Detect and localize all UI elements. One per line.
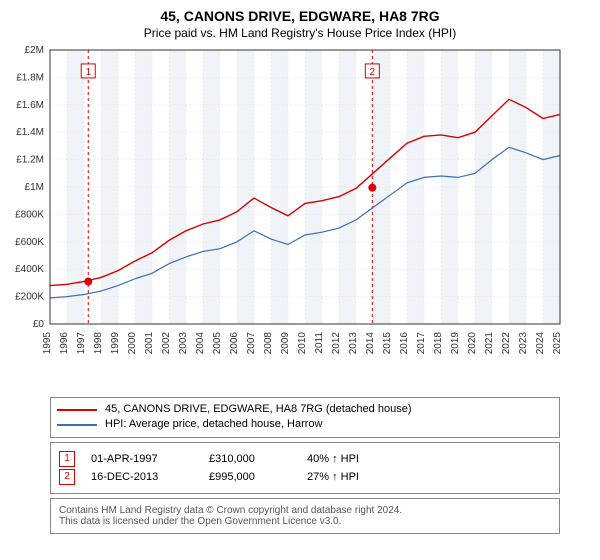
svg-text:2017: 2017 bbox=[416, 332, 427, 355]
sale-marker-box: 2 bbox=[59, 469, 75, 485]
svg-text:2008: 2008 bbox=[263, 332, 274, 355]
chart-container: £0 £200K £400K £600K £800K £1M £1.2M £1.4M £1.6M… bbox=[8, 46, 592, 391]
legend-row: HPI: Average price, detached house, Harr… bbox=[57, 417, 553, 432]
legend-swatch bbox=[57, 409, 97, 411]
svg-text:2009: 2009 bbox=[280, 332, 291, 355]
svg-text:2007: 2007 bbox=[246, 332, 257, 355]
sale-price: £310,000 bbox=[209, 453, 299, 465]
svg-text:1995: 1995 bbox=[42, 332, 53, 355]
svg-text:£0: £0 bbox=[33, 319, 45, 330]
svg-text:2014: 2014 bbox=[365, 332, 376, 355]
svg-text:2000: 2000 bbox=[127, 332, 138, 355]
svg-text:2012: 2012 bbox=[331, 332, 342, 355]
svg-text:2021: 2021 bbox=[484, 332, 495, 355]
svg-text:1996: 1996 bbox=[59, 332, 70, 355]
svg-text:£200K: £200K bbox=[15, 292, 44, 303]
svg-text:2022: 2022 bbox=[501, 332, 512, 355]
svg-text:2020: 2020 bbox=[467, 332, 478, 355]
svg-text:£1.8M: £1.8M bbox=[16, 72, 44, 83]
svg-text:£400K: £400K bbox=[15, 264, 44, 275]
sale-date: 16-DEC-2013 bbox=[91, 471, 201, 483]
sale-price: £995,000 bbox=[209, 471, 299, 483]
svg-text:2019: 2019 bbox=[450, 332, 461, 355]
svg-text:2015: 2015 bbox=[382, 332, 393, 355]
svg-text:1: 1 bbox=[85, 67, 91, 78]
sales-row: 2 16-DEC-2013 £995,000 27% ↑ HPI bbox=[59, 469, 551, 485]
svg-text:2024: 2024 bbox=[535, 332, 546, 355]
svg-text:1997: 1997 bbox=[76, 332, 87, 355]
svg-text:2: 2 bbox=[370, 67, 376, 78]
svg-text:2011: 2011 bbox=[314, 332, 325, 354]
svg-text:2016: 2016 bbox=[399, 332, 410, 355]
price-chart: £0 £200K £400K £600K £800K £1M £1.2M £1.4M £1.6M… bbox=[8, 46, 592, 386]
svg-text:2023: 2023 bbox=[518, 332, 529, 355]
svg-text:2001: 2001 bbox=[144, 332, 155, 355]
svg-text:£1.4M: £1.4M bbox=[16, 127, 44, 138]
svg-text:£1M: £1M bbox=[25, 182, 44, 193]
sale-marker-box: 1 bbox=[59, 451, 75, 467]
svg-text:2005: 2005 bbox=[212, 332, 223, 355]
svg-text:1999: 1999 bbox=[110, 332, 121, 355]
legend-label: HPI: Average price, detached house, Harr… bbox=[105, 417, 322, 432]
attribution-footer: Contains HM Land Registry data © Crown c… bbox=[50, 498, 560, 534]
svg-text:2025: 2025 bbox=[552, 332, 563, 355]
sales-row: 1 01-APR-1997 £310,000 40% ↑ HPI bbox=[59, 451, 551, 467]
svg-text:£600K: £600K bbox=[15, 237, 44, 248]
svg-text:2002: 2002 bbox=[161, 332, 172, 355]
sale-delta: 40% ↑ HPI bbox=[307, 453, 417, 465]
svg-text:2010: 2010 bbox=[297, 332, 308, 355]
sale-date: 01-APR-1997 bbox=[91, 453, 201, 465]
svg-text:1998: 1998 bbox=[93, 332, 104, 355]
svg-text:£2M: £2M bbox=[25, 46, 44, 56]
sales-table: 1 01-APR-1997 £310,000 40% ↑ HPI 2 16-DE… bbox=[50, 442, 560, 494]
svg-text:£800K: £800K bbox=[15, 209, 44, 220]
svg-text:2004: 2004 bbox=[195, 332, 206, 355]
sale-delta: 27% ↑ HPI bbox=[307, 471, 417, 483]
footer-line: This data is licensed under the Open Gov… bbox=[59, 516, 551, 527]
svg-text:£1.2M: £1.2M bbox=[16, 155, 44, 166]
legend-swatch bbox=[57, 424, 97, 426]
svg-text:2006: 2006 bbox=[229, 332, 240, 355]
page-subtitle: Price paid vs. HM Land Registry's House … bbox=[8, 26, 592, 40]
svg-text:2018: 2018 bbox=[433, 332, 444, 355]
chart-legend: 45, CANONS DRIVE, EDGWARE, HA8 7RG (deta… bbox=[50, 397, 560, 438]
svg-text:£1.6M: £1.6M bbox=[16, 100, 44, 111]
footer-line: Contains HM Land Registry data © Crown c… bbox=[59, 505, 551, 516]
svg-text:2013: 2013 bbox=[348, 332, 359, 355]
legend-row: 45, CANONS DRIVE, EDGWARE, HA8 7RG (deta… bbox=[57, 402, 553, 417]
legend-label: 45, CANONS DRIVE, EDGWARE, HA8 7RG (deta… bbox=[105, 402, 411, 417]
svg-text:2003: 2003 bbox=[178, 332, 189, 355]
page-title: 45, CANONS DRIVE, EDGWARE, HA8 7RG bbox=[8, 8, 592, 24]
